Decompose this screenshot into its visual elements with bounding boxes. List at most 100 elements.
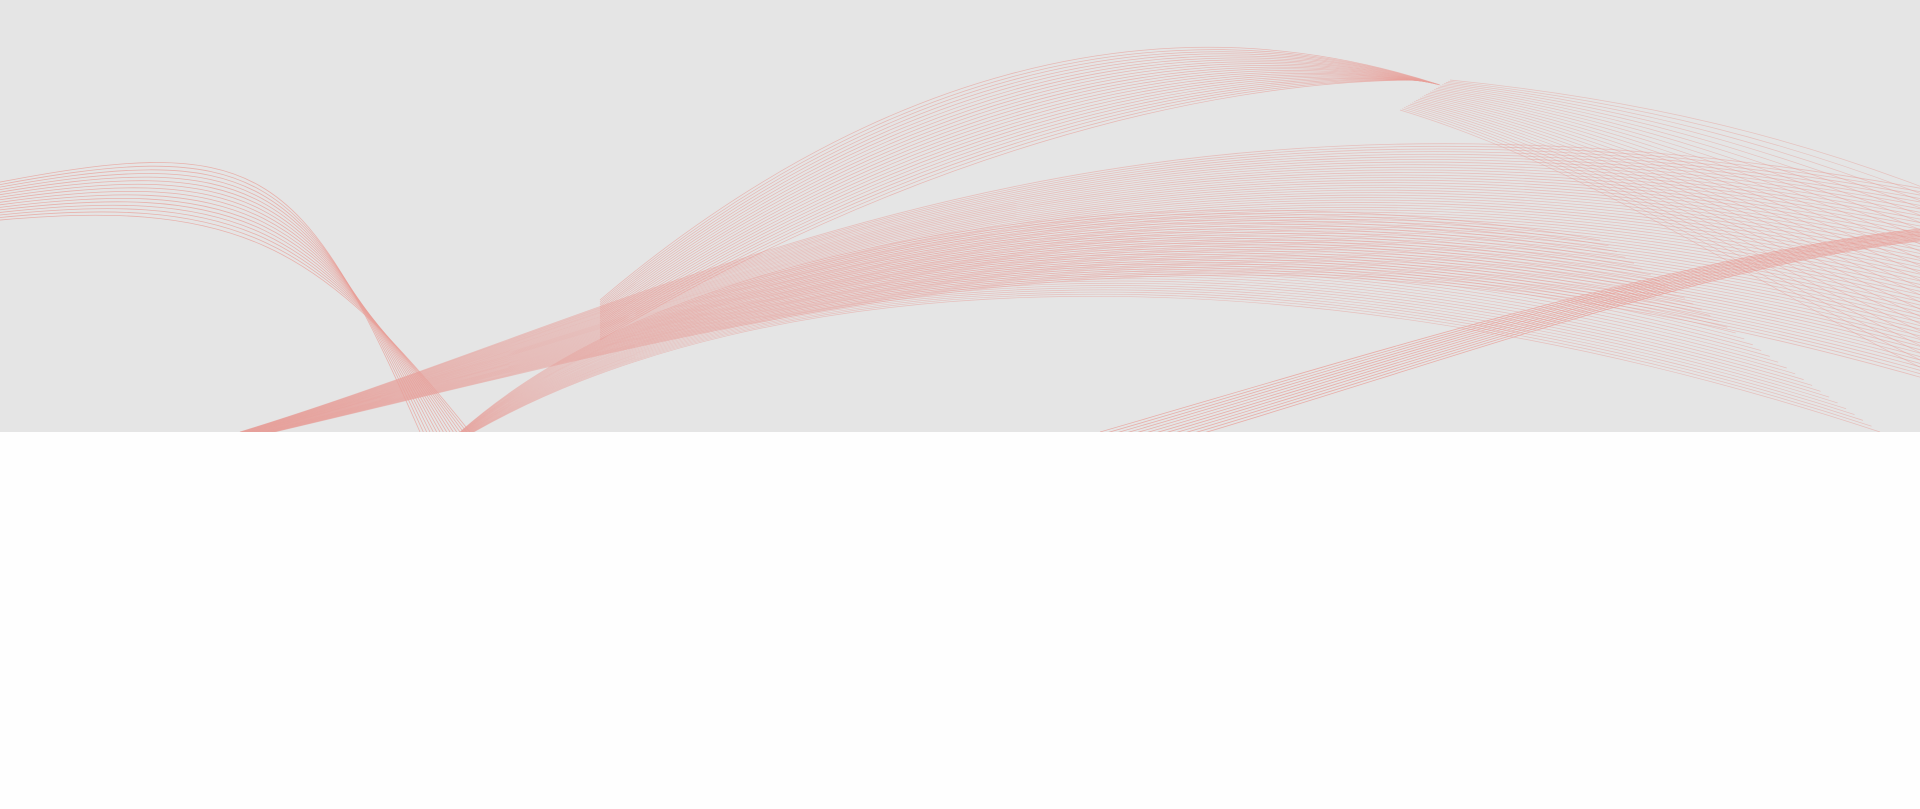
wave-line [1399,109,1920,368]
wave-line [599,68,1431,320]
wave-line [1405,106,1920,346]
wave-line [239,143,1920,432]
hero-banner [0,0,1920,432]
wave-line [259,235,1920,432]
wave-line [1205,240,1920,432]
wave-line [463,245,1702,432]
wave-line [469,280,1821,432]
wave-line [1427,92,1920,267]
wave-line [263,248,1920,432]
wave-line [1429,91,1920,259]
wave-line [0,183,441,432]
wave-line [0,173,431,432]
wave-line [256,225,1920,432]
wave-line [240,151,1920,432]
wave-line [460,222,1635,432]
wave-line [1435,88,1920,238]
wave-line [599,71,1429,323]
wave-line [599,75,1427,329]
wave-line [1433,89,1920,245]
wave-line [465,261,1753,432]
wave-band-far-right [1399,79,1920,368]
wave-line [470,287,1847,432]
wave-line [462,237,1677,432]
wave-line [264,250,1920,432]
wave-line [240,153,1920,432]
wave-line [242,161,1920,432]
wave-line [0,187,444,432]
wave-line [1157,235,1920,432]
wave-line [244,172,1920,432]
wave-line [1415,100,1920,310]
wave-line [599,74,1428,327]
wave-line [599,51,1439,304]
wave-line [1441,84,1920,216]
wave-line [1137,233,1920,432]
wave-line [252,211,1920,432]
wave-line [257,230,1920,432]
wave-line [239,146,1920,432]
wave-line [253,214,1920,432]
wave-line [0,169,428,432]
wave-line [0,194,451,432]
wave-line [241,156,1920,432]
wave-line [599,73,1428,325]
wave-line [254,216,1920,432]
wave-line [251,206,1920,432]
wave-line [0,201,457,432]
wave-line [1437,86,1920,230]
wave-line [266,257,1920,432]
wave-line [459,209,1601,432]
wave-line [259,237,1920,432]
wave-line [464,253,1728,432]
wave-line [599,57,1436,309]
wave-band-upper-arc [599,47,1441,341]
wave-line [1407,104,1920,339]
wave-line [472,291,1864,432]
wave-line [466,264,1762,432]
wave-line [1419,97,1920,296]
wave-line [1449,79,1920,187]
wave-line [1411,102,1920,325]
wave-line [247,189,1920,432]
wave-line [1409,103,1920,332]
wave-line [1421,96,1920,288]
wave-line [599,79,1421,339]
wave-line [1439,85,1920,223]
wave-line [1196,239,1920,432]
wave-line [1413,101,1920,317]
wave-line [462,240,1685,432]
wave-line [461,234,1668,432]
wave-line [461,228,1651,432]
wave-line [465,259,1745,432]
wave-bands [0,47,1920,432]
decorative-wave-lines [0,47,1920,432]
wave-line [469,282,1830,432]
wave-line [599,66,1432,318]
wave-line [260,239,1920,432]
wave-line [245,179,1920,432]
wave-line [1147,234,1920,432]
wave-line [464,251,1719,432]
wave-line [1443,83,1920,209]
wave-line [460,219,1626,432]
wave-line [1425,94,1920,274]
wave-line [248,194,1920,432]
wave-line [460,225,1643,432]
wave-line [599,47,1441,301]
wave-line [1166,236,1920,432]
wave-line [0,191,448,432]
wave-line [599,63,1434,315]
wave-line [247,187,1920,432]
wave-line [249,197,1920,432]
wave-line [462,243,1694,432]
content-area [0,432,1920,809]
wave-line [599,49,1440,303]
wave-line [239,148,1920,432]
wave-line [245,177,1920,432]
wave-line [242,164,1920,432]
wave-line [246,182,1920,432]
wave-line [459,213,1609,432]
wave-line [0,204,461,432]
wave-line [460,216,1618,432]
